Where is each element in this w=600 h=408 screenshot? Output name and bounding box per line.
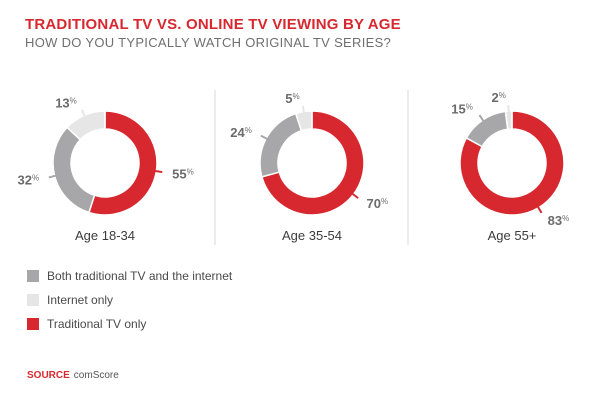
data-label: 2% xyxy=(491,90,505,105)
label-pointer xyxy=(260,134,268,140)
donut-slice-both xyxy=(465,110,509,148)
donut-slice-internet xyxy=(504,110,513,131)
label-pointer xyxy=(351,193,359,199)
legend: Both traditional TV and the internet Int… xyxy=(27,268,232,340)
data-label: 24% xyxy=(230,125,252,140)
legend-item-traditional: Traditional TV only xyxy=(27,316,232,332)
data-label: 15% xyxy=(451,101,473,116)
source-value: comScore xyxy=(73,370,119,381)
label-pointer xyxy=(537,206,543,214)
label-pointer xyxy=(478,114,485,122)
data-label: 13% xyxy=(55,95,77,110)
donut-slice-internet xyxy=(294,110,313,132)
age-group-label: Age 55+ xyxy=(488,228,537,243)
donut-slice-traditional xyxy=(87,110,158,216)
legend-item-both: Both traditional TV and the internet xyxy=(27,268,232,284)
label-pointer xyxy=(48,174,56,179)
legend-label-internet: Internet only xyxy=(47,293,114,307)
data-label: 55% xyxy=(172,166,194,181)
donut-slice-both xyxy=(52,126,96,214)
source-note: SOURCE comScore xyxy=(27,370,119,381)
data-label: 5% xyxy=(285,91,299,106)
legend-label-traditional: Traditional TV only xyxy=(47,317,147,331)
label-pointer xyxy=(155,169,163,174)
donut-slice-both xyxy=(259,112,303,178)
legend-swatch-internet xyxy=(27,294,39,306)
chart-title: TRADITIONAL TV VS. ONLINE TV VIEWING BY … xyxy=(25,16,401,33)
label-pointer xyxy=(81,109,86,117)
donut-slice-traditional xyxy=(459,110,565,216)
legend-item-internet: Internet only xyxy=(27,292,232,308)
legend-label-both: Both traditional TV and the internet xyxy=(47,269,233,283)
data-label: 83% xyxy=(548,213,570,228)
data-label: 32% xyxy=(17,172,39,187)
age-group-label: Age 35-54 xyxy=(282,228,342,243)
donut-slice-internet xyxy=(66,110,106,141)
legend-swatch-both xyxy=(27,270,39,282)
chart-subtitle: HOW DO YOU TYPICALLY WATCH ORIGINAL TV S… xyxy=(25,35,392,50)
label-pointer xyxy=(301,105,305,113)
data-label: 70% xyxy=(367,196,389,211)
donut-slice-traditional xyxy=(260,110,365,216)
legend-swatch-traditional xyxy=(27,318,39,330)
source-label: SOURCE xyxy=(27,370,70,381)
age-group-label: Age 18-34 xyxy=(75,228,135,243)
